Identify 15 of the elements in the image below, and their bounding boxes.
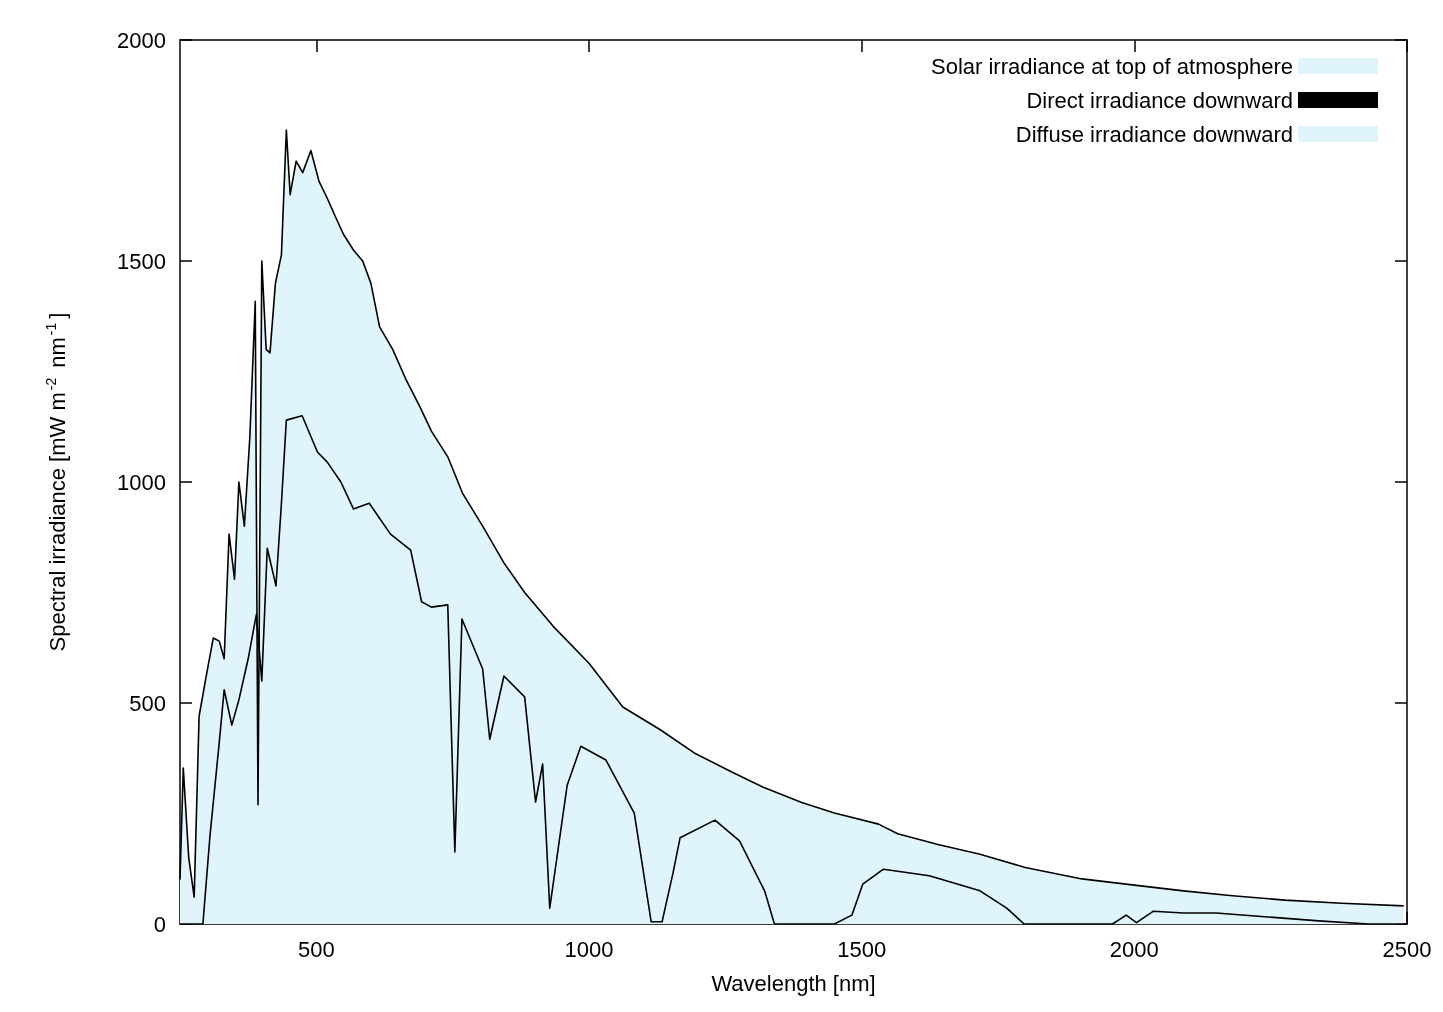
- y-tick-label: 2000: [117, 27, 166, 53]
- x-tick-label: 500: [297, 936, 335, 962]
- x-tick-label: 1000: [564, 936, 614, 962]
- y-axis-title: Spectral irradiance [mW m-2 nm-1]: [43, 312, 70, 652]
- legend-label: Direct irradiance downward: [1026, 87, 1293, 113]
- y-tick-label: 500: [129, 690, 166, 716]
- x-tick-label: 1500: [837, 936, 887, 962]
- y-tick-label: 1500: [117, 248, 166, 274]
- legend-label: Diffuse irradiance downward: [1015, 121, 1293, 147]
- legend-label: Solar irradiance at top of atmosphere: [931, 53, 1293, 79]
- x-tick-label: 2500: [1382, 936, 1432, 962]
- y-tick-label: 0: [153, 911, 166, 937]
- x-tick-label: 2000: [1109, 936, 1159, 962]
- x-axis-title: Wavelength [nm]: [711, 970, 876, 996]
- y-tick-label: 1000: [117, 469, 166, 495]
